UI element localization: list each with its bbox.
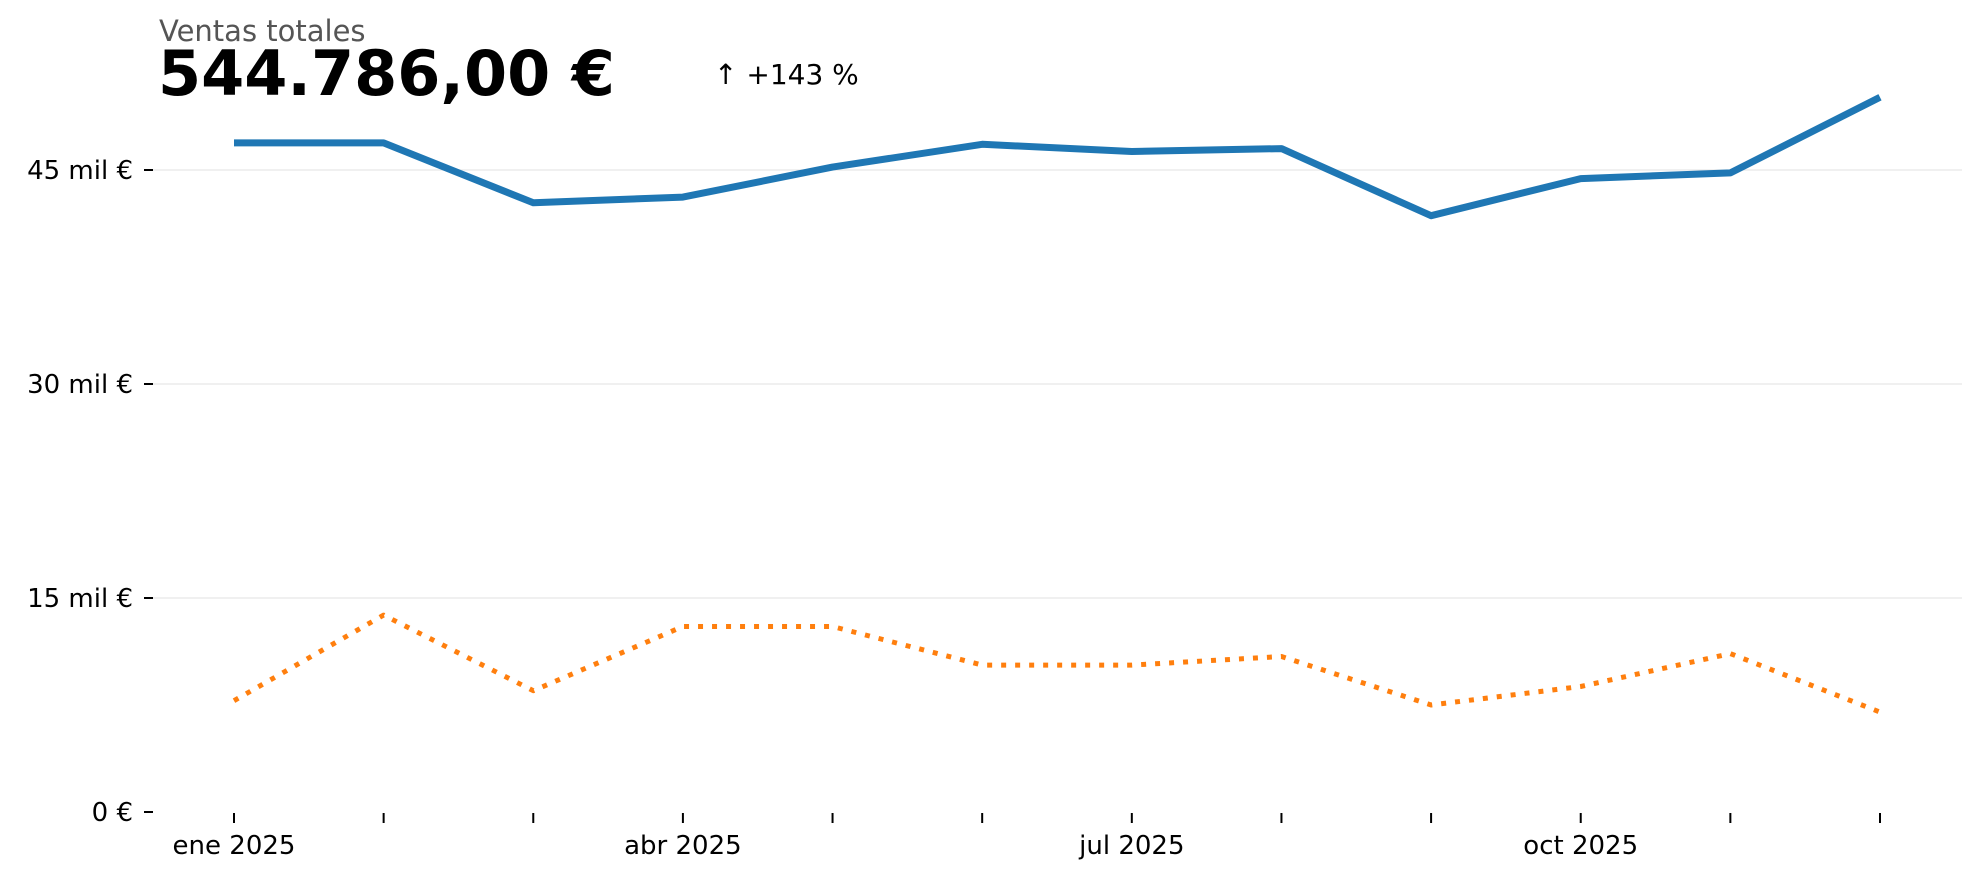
y-axis: 0 € 15 mil € 30 mil € 45 mil € bbox=[27, 156, 153, 828]
series-line-primary bbox=[234, 94, 1882, 220]
x-tick-label: jul 2025 bbox=[1078, 831, 1184, 861]
y-tick-label: 15 mil € bbox=[27, 584, 133, 614]
x-tick-label: oct 2025 bbox=[1523, 831, 1638, 861]
series-line-secondary bbox=[232, 612, 1881, 715]
grid-lines bbox=[150, 169, 1962, 599]
x-tick-label: ene 2025 bbox=[173, 831, 296, 861]
kpi-value: 544.786,00 € bbox=[158, 37, 615, 110]
y-tick-label: 45 mil € bbox=[27, 156, 133, 186]
x-axis: ene 2025 abr 2025 jul 2025 oct 2025 bbox=[173, 813, 1881, 861]
y-tick-label: 30 mil € bbox=[27, 370, 133, 400]
x-tick-label: abr 2025 bbox=[624, 831, 742, 861]
series-layer bbox=[232, 94, 1882, 715]
kpi-delta: ↑ +143 % bbox=[714, 58, 859, 91]
y-tick-label: 0 € bbox=[92, 798, 133, 828]
kpi-label: Ventas totales bbox=[159, 14, 366, 48]
